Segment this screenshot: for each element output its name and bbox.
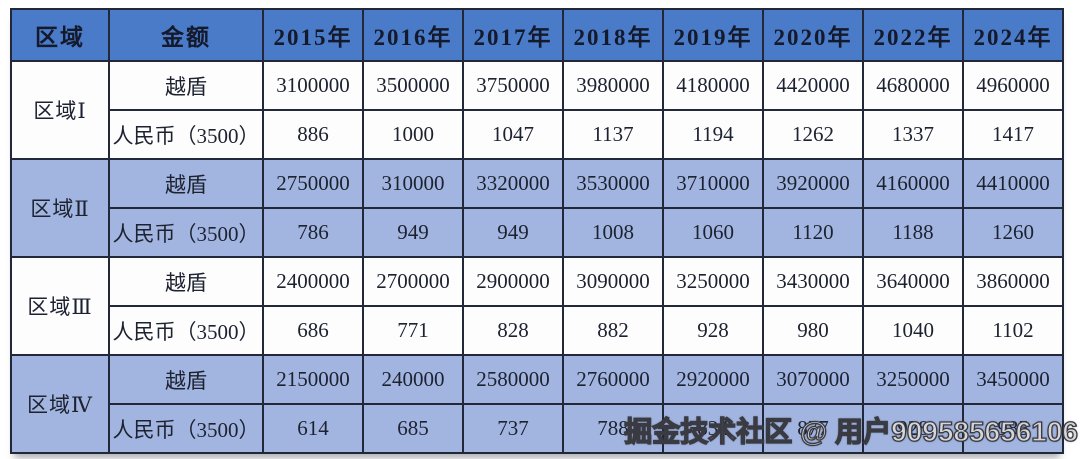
value-cell: 1194 [662, 109, 764, 160]
value-cell: 3430000 [762, 256, 864, 307]
region-4-label: 区域Ⅳ [10, 354, 110, 454]
value-cell: 3750000 [462, 60, 564, 111]
header-cell-2018: 2018年 [562, 8, 664, 62]
row-label-cell: 越盾 [108, 256, 264, 307]
value-cell: 1102 [962, 305, 1064, 356]
value-cell: 2920000 [662, 354, 764, 405]
regional-amount-table-wrap: 区域 金额 2015年 2016年 2017年 2018年 2019年 2020… [10, 8, 1064, 454]
header-cell-amount: 金额 [108, 8, 264, 62]
header-cell-2022: 2022年 [862, 8, 964, 62]
value-cell: 1417 [962, 109, 1064, 160]
value-cell: 4180000 [662, 60, 764, 111]
value-cell: 614 [262, 403, 364, 454]
value-cell: 685 [362, 403, 464, 454]
value-cell: 2900000 [462, 256, 564, 307]
row-label-cell: 越盾 [108, 60, 264, 111]
table-row: 人民币（3500） 786 949 949 1008 1060 1120 118… [11, 207, 1064, 258]
value-cell: 3100000 [262, 60, 364, 111]
row-label-cell: 越盾 [108, 158, 264, 209]
table-row: 区域Ⅲ 越盾 2400000 2700000 2900000 3090000 3… [10, 256, 1064, 356]
value-cell: 949 [462, 207, 564, 258]
table-row: 人民币（3500） 686 771 828 882 928 980 1040 1… [11, 305, 1064, 356]
value-cell: 1040 [862, 305, 964, 356]
value-cell: 980 [762, 305, 864, 356]
value-cell: 3530000 [562, 158, 664, 209]
value-cell: 834 [662, 403, 764, 454]
value-cell: 686 [262, 305, 364, 356]
value-cell: 3250000 [862, 354, 964, 405]
watermark: 掘金技术社区 @ 用户909585656106 [624, 415, 1079, 447]
value-cell: 1000 [362, 109, 464, 160]
value-cell: 3090000 [562, 256, 664, 307]
value-cell: 4680000 [862, 60, 964, 111]
value-cell: 2150000 [262, 354, 364, 405]
value-cell: 3710000 [662, 158, 764, 209]
value-cell: 737 [462, 403, 564, 454]
row-label-cell: 越盾 [108, 354, 264, 405]
row-label-cell: 人民币（3500） [108, 403, 264, 454]
value-cell: 882 [562, 305, 664, 356]
value-cell: 786 [262, 207, 364, 258]
value-cell: 3920000 [762, 158, 864, 209]
table-row: 区域Ⅳ 越盾 2150000 240000 2580000 2760000 29… [10, 354, 1064, 454]
value-cell: 310000 [362, 158, 464, 209]
value-cell: 3500000 [362, 60, 464, 111]
table-row: 人民币（3500） 886 1000 1047 1137 1194 1262 1… [11, 109, 1064, 160]
value-cell: 1008 [562, 207, 664, 258]
value-cell: 985 [962, 403, 1064, 454]
value-cell: 240000 [362, 354, 464, 405]
header-cell-2019: 2019年 [662, 8, 764, 62]
value-cell: 3980000 [562, 60, 664, 111]
value-cell: 877 [762, 403, 864, 454]
header-cell-2024: 2024年 [962, 8, 1064, 62]
region-1-label: 区域Ⅰ [10, 60, 110, 160]
header-row: 区域 金额 2015年 2016年 2017年 2018年 2019年 2020… [10, 8, 1064, 62]
value-cell: 4420000 [762, 60, 864, 111]
value-cell: 2400000 [262, 256, 364, 307]
table-row: 区域Ⅱ 越盾 2750000 310000 3320000 3530000 37… [10, 158, 1064, 258]
value-cell: 1060 [662, 207, 764, 258]
value-cell: 4160000 [862, 158, 964, 209]
value-cell: 3860000 [962, 256, 1064, 307]
row-label-cell: 人民币（3500） [108, 207, 264, 258]
header-cell-2016: 2016年 [362, 8, 464, 62]
value-cell: 949 [362, 207, 464, 258]
value-cell: 1337 [862, 109, 964, 160]
value-cell: 788 [562, 403, 664, 454]
row-label-cell: 人民币（3500） [108, 305, 264, 356]
regional-amount-table: 区域 金额 2015年 2016年 2017年 2018年 2019年 2020… [10, 8, 1064, 454]
value-cell: 1260 [962, 207, 1064, 258]
value-cell: 3250000 [662, 256, 764, 307]
value-cell: 1188 [862, 207, 964, 258]
value-cell: 2750000 [262, 158, 364, 209]
value-cell: 2580000 [462, 354, 564, 405]
region-3-label: 区域Ⅲ [10, 256, 110, 356]
value-cell: 928 [862, 403, 964, 454]
table-row: 区域Ⅰ 越盾 3100000 3500000 3750000 3980000 4… [10, 60, 1064, 160]
value-cell: 2700000 [362, 256, 464, 307]
header-cell-2017: 2017年 [462, 8, 564, 62]
value-cell: 1137 [562, 109, 664, 160]
row-label-cell: 人民币（3500） [108, 109, 264, 160]
value-cell: 928 [662, 305, 764, 356]
region-2-label: 区域Ⅱ [10, 158, 110, 258]
value-cell: 3070000 [762, 354, 864, 405]
value-cell: 2760000 [562, 354, 664, 405]
value-cell: 3320000 [462, 158, 564, 209]
value-cell: 4960000 [962, 60, 1064, 111]
value-cell: 886 [262, 109, 364, 160]
header-cell-2015: 2015年 [262, 8, 364, 62]
value-cell: 828 [462, 305, 564, 356]
header-cell-region: 区域 [10, 8, 110, 62]
value-cell: 771 [362, 305, 464, 356]
value-cell: 1120 [762, 207, 864, 258]
value-cell: 4410000 [962, 158, 1064, 209]
value-cell: 3450000 [962, 354, 1064, 405]
value-cell: 1262 [762, 109, 864, 160]
header-cell-2020: 2020年 [762, 8, 864, 62]
table-row: 人民币（3500） 614 685 737 788 834 877 928 98… [11, 403, 1064, 454]
value-cell: 3640000 [862, 256, 964, 307]
value-cell: 1047 [462, 109, 564, 160]
